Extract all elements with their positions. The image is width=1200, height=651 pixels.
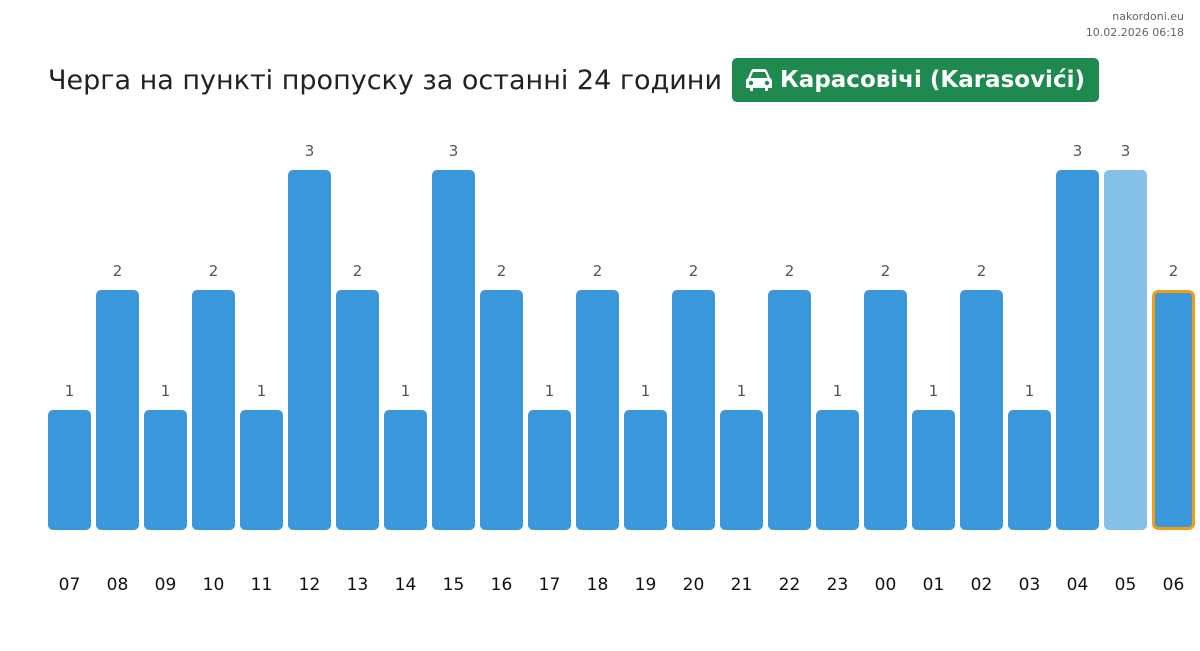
category-label-22: 22 [779, 575, 801, 595]
category-label-16: 16 [491, 575, 513, 595]
chart-header: Черга на пункті пропуску за останні 24 г… [48, 58, 1099, 102]
bar-11 [240, 410, 283, 530]
bar-00 [864, 290, 907, 530]
value-label-22: 2 [785, 262, 795, 280]
bar-10 [192, 290, 235, 530]
value-label-17: 1 [545, 382, 555, 400]
value-label-19: 1 [641, 382, 651, 400]
bar-16 [480, 290, 523, 530]
value-label-04: 3 [1073, 142, 1083, 160]
bar-20 [672, 290, 715, 530]
bar-06 [1152, 290, 1195, 530]
bar-12 [288, 170, 331, 530]
bar-07 [48, 410, 91, 530]
value-label-10: 2 [209, 262, 219, 280]
value-label-03: 1 [1025, 382, 1035, 400]
value-label-16: 2 [497, 262, 507, 280]
source-site: nakordoni.eu [1112, 10, 1184, 23]
category-label-08: 08 [107, 575, 129, 595]
bar-17 [528, 410, 571, 530]
category-label-12: 12 [299, 575, 321, 595]
value-label-23: 1 [833, 382, 843, 400]
category-label-09: 09 [155, 575, 177, 595]
bar-03 [1008, 410, 1051, 530]
category-label-10: 10 [203, 575, 225, 595]
bar-19 [624, 410, 667, 530]
bar-04 [1056, 170, 1099, 530]
car-icon [744, 68, 774, 92]
value-label-11: 1 [257, 382, 267, 400]
value-label-06: 2 [1169, 262, 1179, 280]
source-timestamp: 10.02.2026 06:18 [1085, 26, 1184, 39]
bar-05 [1104, 170, 1147, 530]
category-label-02: 02 [971, 575, 993, 595]
category-label-13: 13 [347, 575, 369, 595]
value-label-18: 2 [593, 262, 603, 280]
bar-21 [720, 410, 763, 530]
checkpoint-badge: Карасовічі (Karasovići) [732, 58, 1099, 102]
category-label-01: 01 [923, 575, 945, 595]
value-label-08: 2 [113, 262, 123, 280]
value-label-05: 3 [1121, 142, 1131, 160]
category-label-06: 06 [1163, 575, 1185, 595]
value-label-15: 3 [449, 142, 459, 160]
value-label-12: 3 [305, 142, 315, 160]
bar-18 [576, 290, 619, 530]
bar-13 [336, 290, 379, 530]
value-label-01: 1 [929, 382, 939, 400]
category-label-18: 18 [587, 575, 609, 595]
bar-23 [816, 410, 859, 530]
bar-15 [432, 170, 475, 530]
category-label-15: 15 [443, 575, 465, 595]
category-label-20: 20 [683, 575, 705, 595]
category-label-23: 23 [827, 575, 849, 595]
category-label-17: 17 [539, 575, 561, 595]
bar-01 [912, 410, 955, 530]
value-label-09: 1 [161, 382, 171, 400]
value-label-20: 2 [689, 262, 699, 280]
value-label-14: 1 [401, 382, 411, 400]
category-label-05: 05 [1115, 575, 1137, 595]
category-label-04: 04 [1067, 575, 1089, 595]
value-label-00: 2 [881, 262, 891, 280]
bar-09 [144, 410, 187, 530]
category-label-00: 00 [875, 575, 897, 595]
bar-08 [96, 290, 139, 530]
value-label-13: 2 [353, 262, 363, 280]
chart-title: Черга на пункті пропуску за останні 24 г… [48, 64, 722, 96]
source-info: nakordoni.eu 10.02.2026 06:18 [1086, 9, 1184, 41]
category-label-07: 07 [59, 575, 81, 595]
checkpoint-name: Карасовічі (Karasovići) [780, 67, 1085, 93]
value-label-02: 2 [977, 262, 987, 280]
bar-02 [960, 290, 1003, 530]
category-label-14: 14 [395, 575, 417, 595]
category-label-03: 03 [1019, 575, 1041, 595]
category-label-19: 19 [635, 575, 657, 595]
category-label-11: 11 [251, 575, 273, 595]
bar-22 [768, 290, 811, 530]
bar-14 [384, 410, 427, 530]
category-label-21: 21 [731, 575, 753, 595]
value-label-07: 1 [65, 382, 75, 400]
value-label-21: 1 [737, 382, 747, 400]
